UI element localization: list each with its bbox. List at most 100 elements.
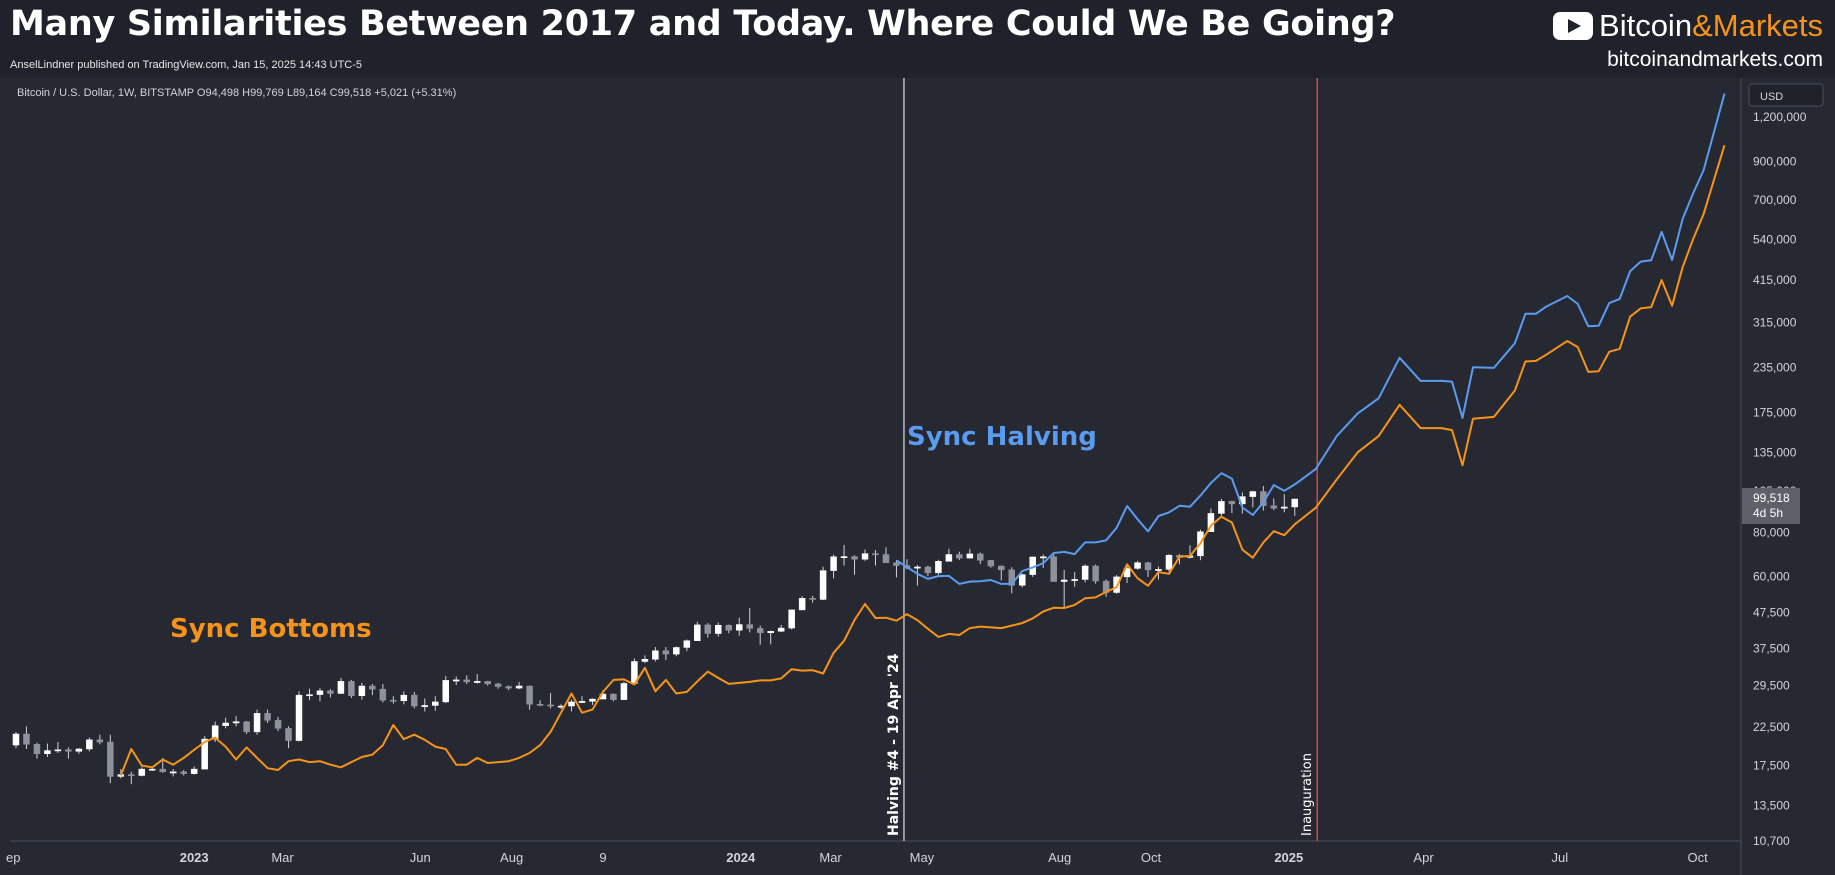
candle xyxy=(327,689,334,698)
candle xyxy=(75,748,83,754)
candle xyxy=(232,715,240,727)
candle-body xyxy=(830,556,837,571)
candle xyxy=(1270,498,1278,511)
y-tick-label: 900,000 xyxy=(1753,154,1797,168)
brand-name: Bitcoin&Markets xyxy=(1599,8,1823,44)
candle xyxy=(1081,564,1089,583)
candle xyxy=(977,552,984,565)
sync-halving-label: Sync Halving xyxy=(907,422,1097,452)
candle-body xyxy=(358,685,366,696)
brand-logo[interactable]: Bitcoin&Markets xyxy=(1553,8,1823,44)
candle xyxy=(285,726,292,749)
candle xyxy=(851,555,858,575)
candle-body xyxy=(568,701,575,707)
candle xyxy=(169,769,177,777)
candle-body xyxy=(505,686,512,689)
candle-body xyxy=(442,680,449,703)
candle xyxy=(190,766,198,775)
candle xyxy=(914,565,921,586)
candle-body xyxy=(966,553,974,559)
candle-body xyxy=(316,690,324,695)
candle-body xyxy=(379,688,387,701)
last-price-label: 99,518 xyxy=(1753,491,1790,505)
candle xyxy=(1144,561,1152,577)
candle xyxy=(956,551,963,560)
candle-body xyxy=(232,721,240,724)
candle xyxy=(1008,567,1016,594)
candle xyxy=(998,565,1005,581)
candle-body xyxy=(390,699,397,702)
candle-body xyxy=(86,739,93,750)
currency-label: USD xyxy=(1760,91,1783,103)
candle-body xyxy=(12,733,20,746)
candle xyxy=(924,565,932,577)
y-tick-label: 235,000 xyxy=(1753,360,1797,374)
candle-body xyxy=(652,650,659,660)
candle-body xyxy=(767,631,774,634)
candle xyxy=(452,676,460,685)
candle-body xyxy=(683,640,691,648)
candle-body xyxy=(735,624,743,631)
candle-body xyxy=(1165,554,1173,570)
candle-body xyxy=(264,713,271,721)
candle-body xyxy=(673,647,680,655)
candle-body xyxy=(159,768,166,773)
candle-body xyxy=(924,566,932,574)
candle-body xyxy=(33,744,41,755)
candle xyxy=(96,734,104,745)
price-chart[interactable]: 1,200,000 900,000 700,000 540,000 415,000 315… xyxy=(0,78,1835,875)
candle-body xyxy=(872,553,879,556)
candle xyxy=(1281,494,1288,513)
candle-body xyxy=(1144,562,1152,571)
candle xyxy=(935,559,942,575)
candle xyxy=(1218,498,1225,516)
candle-body xyxy=(201,738,208,770)
candle-body xyxy=(1113,576,1120,593)
candle-body xyxy=(285,728,292,741)
candle-body xyxy=(348,681,355,696)
candle xyxy=(442,675,449,704)
candle-body xyxy=(589,698,596,702)
x-tick-label: Oct xyxy=(1687,850,1708,865)
candle xyxy=(358,682,366,700)
brand-url[interactable]: bitcoinandmarkets.com xyxy=(1607,48,1823,71)
candle-body xyxy=(1071,579,1078,581)
candle-body xyxy=(578,701,586,703)
candle-body xyxy=(1039,556,1047,559)
candle xyxy=(54,742,62,753)
last-price-box xyxy=(1742,488,1800,525)
candle xyxy=(12,731,20,749)
candle xyxy=(400,691,408,705)
candle xyxy=(369,683,376,696)
candle xyxy=(704,623,712,638)
candle-body xyxy=(23,733,30,745)
candle xyxy=(735,617,743,636)
candle-body xyxy=(515,685,523,689)
candle xyxy=(536,700,544,707)
candle-body xyxy=(1155,569,1162,571)
symbol-info: Bitcoin / U.S. Dollar, 1W, BITSTAMP O94,… xyxy=(17,87,456,99)
x-tick-label: Jul xyxy=(1552,850,1569,865)
candle-body xyxy=(526,685,533,705)
header: Many Similarities Between 2017 and Today… xyxy=(0,0,1835,78)
candle xyxy=(547,692,554,709)
candle xyxy=(526,685,533,710)
candle-body xyxy=(1018,574,1026,586)
y-tick-label: 80,000 xyxy=(1753,526,1790,540)
y-tick-label: 10,700 xyxy=(1753,834,1790,848)
candle xyxy=(725,624,733,634)
currency-badge[interactable] xyxy=(1748,83,1824,107)
candle xyxy=(1134,560,1141,570)
candle-body xyxy=(536,704,544,706)
candle xyxy=(473,673,481,684)
candle xyxy=(578,696,586,704)
candle xyxy=(316,688,324,702)
candle-body xyxy=(945,554,953,562)
candle-body xyxy=(107,741,114,777)
x-tick-label: Aug xyxy=(1048,850,1071,865)
inauguration-label: Inauguration xyxy=(1300,753,1315,836)
candle-body xyxy=(1228,501,1236,505)
candle-body xyxy=(1270,505,1278,509)
candle-body xyxy=(798,598,806,611)
y-tick-label: 175,000 xyxy=(1753,405,1797,419)
